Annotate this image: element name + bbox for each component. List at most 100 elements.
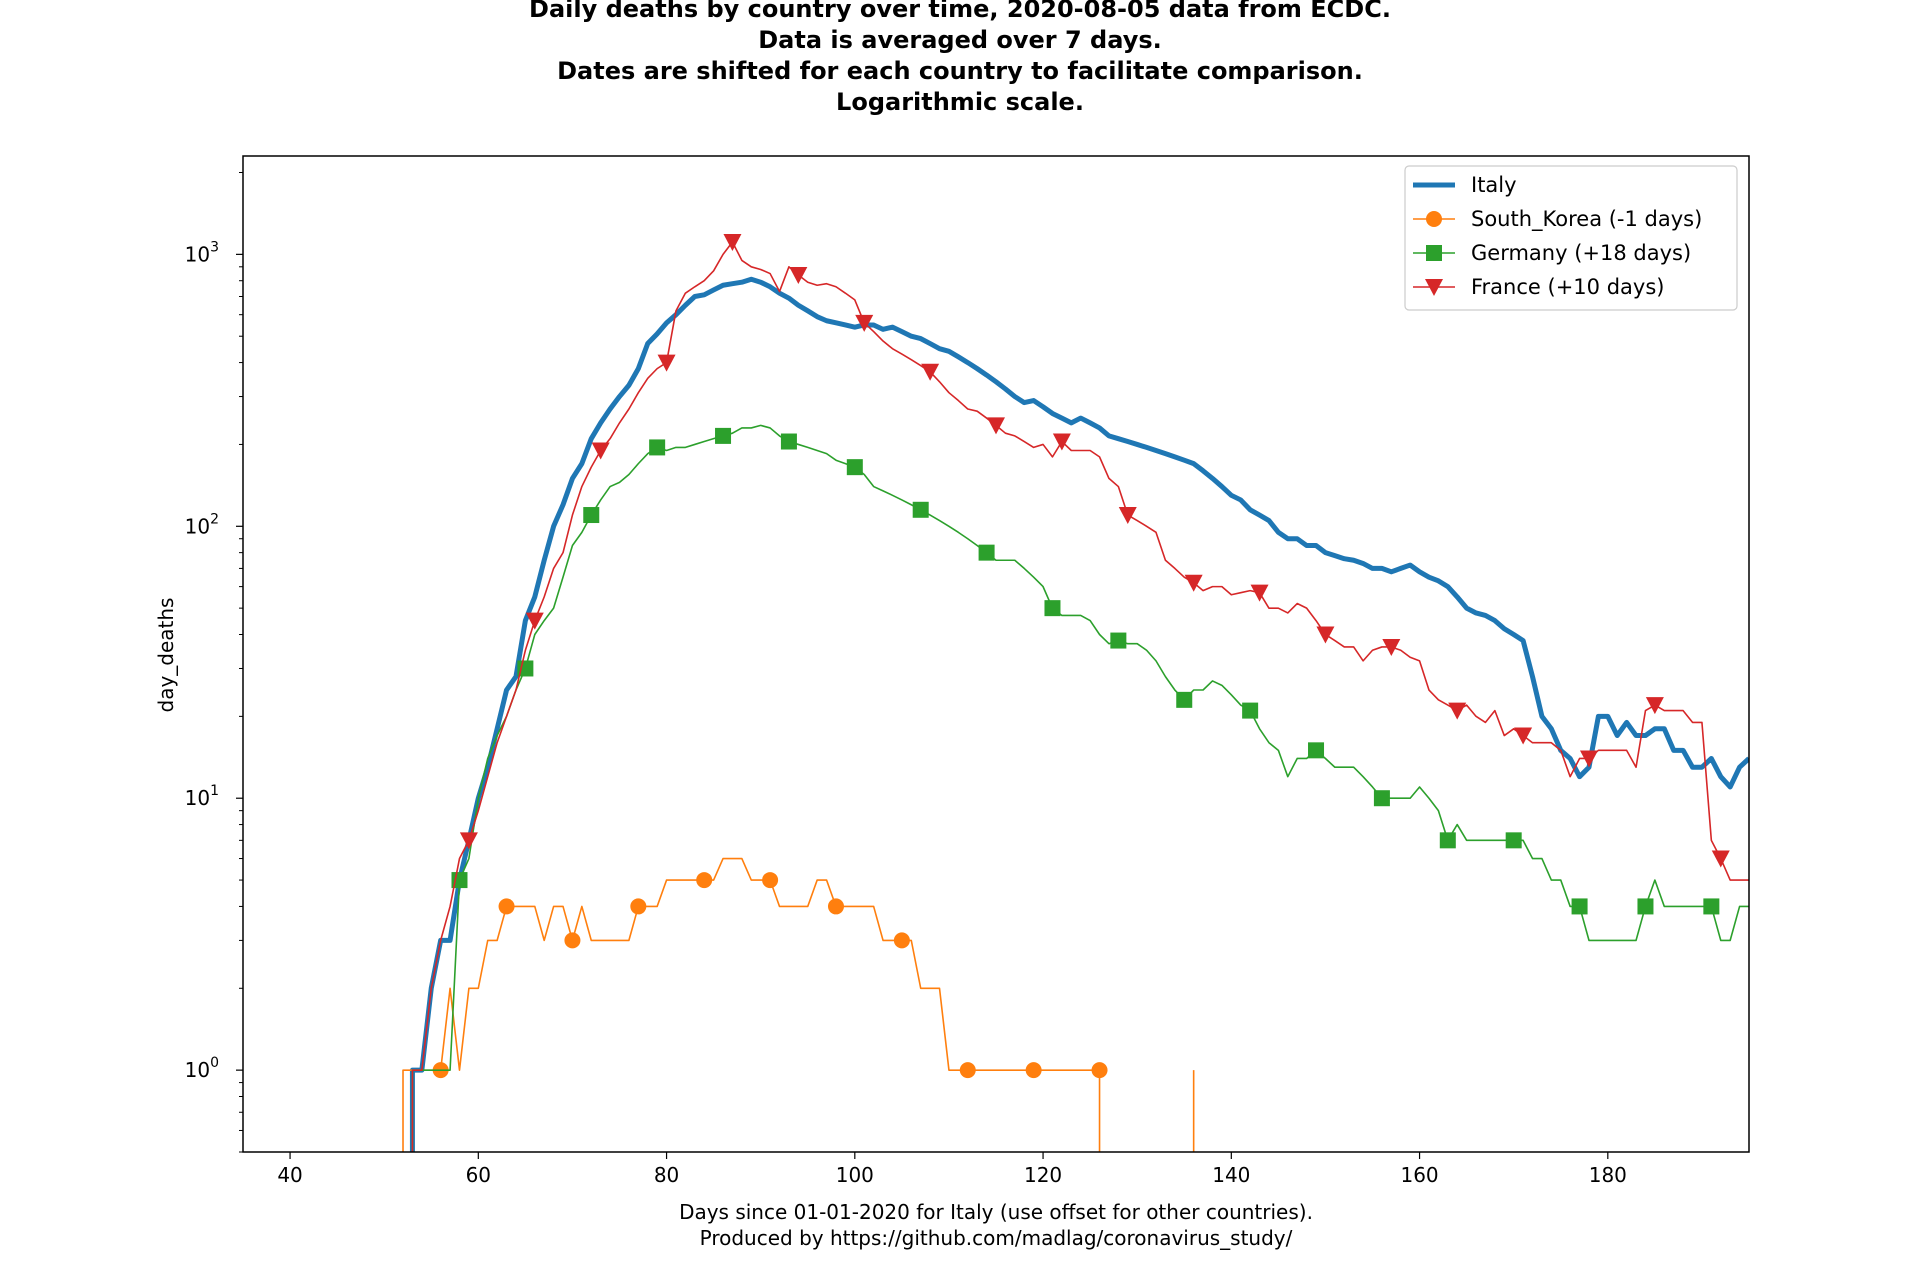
series-marker [1091,1062,1108,1079]
y-tick-label: 100 [185,1055,219,1082]
series-marker [921,363,940,381]
series-marker [696,872,713,889]
x-axis-label-line-1: Days since 01-01-2020 for Italy (use off… [679,1200,1313,1224]
legend-label: Italy [1471,173,1517,197]
series-marker [987,417,1005,435]
title-line-4: Logarithmic scale. [836,88,1084,116]
x-tick-label: 140 [1212,1163,1250,1187]
series-marker [1505,832,1522,849]
legend: Italy South_Korea (-1 days) Germany (+18 d… [1404,165,1738,311]
series-marker [1448,702,1467,720]
x-tick-label: 160 [1400,1163,1438,1187]
series-line [409,276,1749,1152]
series-marker [1044,600,1061,617]
series-marker [827,898,844,915]
series-marker [789,266,808,284]
y-tick-base: 10 [185,242,210,266]
series-marker [1579,750,1598,768]
series-marker [912,501,929,518]
y-tick-label: 101 [185,783,219,810]
series-marker [846,459,863,476]
y-axis-label: day_deaths [154,598,178,713]
legend-swatch-marker [1426,245,1442,261]
series-1 [402,857,1195,1152]
series-2 [411,424,1749,1152]
title-line-1: Daily deaths by country over time, 2020-… [529,0,1391,23]
x-axis-label-line-2: Produced by https://github.com/madlag/co… [700,1226,1293,1250]
y-tick-exponent: 1 [210,783,219,799]
series-marker [1373,790,1390,807]
series-marker [978,544,995,561]
series-marker [1637,898,1654,915]
series-marker [1118,507,1137,525]
y-tick-base: 10 [185,514,210,538]
legend-label: France (+10 days) [1471,275,1664,299]
series-marker [723,234,742,252]
series-0 [409,276,1749,1152]
x-tick-label: 80 [654,1163,679,1187]
series-marker [1250,584,1269,602]
series-marker [855,314,874,332]
legend-label: Germany (+18 days) [1471,241,1691,265]
chart-title: Daily deaths by country over time, 2020-… [0,0,1920,118]
y-tick-label: 102 [185,511,219,538]
series-marker [1439,832,1456,849]
series-layer [402,234,1749,1152]
y-tick-exponent: 3 [210,239,219,255]
series-marker [762,872,779,889]
legend-label: South_Korea (-1 days) [1471,207,1702,232]
series-marker [525,612,544,630]
title-line-3: Dates are shifted for each country to fa… [557,57,1363,85]
series-marker [1571,898,1588,915]
series-marker [1176,691,1193,708]
legend-swatch-marker [1425,279,1443,296]
series-marker [1308,742,1325,759]
series-marker [1025,1062,1042,1079]
series-marker [591,442,610,460]
series-line [402,857,1101,1152]
plot-frame [242,155,1750,1153]
series-marker [715,427,732,444]
series-3 [411,234,1749,1152]
y-tick-exponent: 2 [210,511,219,527]
legend-item: Italy [1413,173,1517,197]
x-tick-label: 100 [836,1163,874,1187]
x-tick-label: 60 [466,1163,491,1187]
y-tick-exponent: 0 [210,1055,219,1071]
series-marker [780,433,797,450]
y-tick-label: 103 [185,239,219,266]
series-marker [1316,626,1335,644]
legend-item: Germany (+18 days) [1413,241,1691,265]
legend-box [1404,165,1738,311]
y-tick-base: 10 [185,786,210,810]
series-marker [657,354,676,372]
series-marker [959,1062,976,1079]
series-marker [1184,574,1203,592]
series-marker [1514,727,1533,745]
legend-item: France (+10 days) [1413,275,1664,299]
series-marker [1052,433,1071,451]
series-marker [564,932,581,949]
series-marker [1645,697,1664,715]
x-tick-label: 120 [1024,1163,1062,1187]
x-tick-label: 40 [277,1163,302,1187]
series-marker [893,932,910,949]
series-marker [1703,898,1720,915]
legend-swatch-marker [1426,211,1442,227]
series-marker [1110,632,1127,649]
series-marker [459,832,478,850]
legend-item: South_Korea (-1 days) [1413,207,1702,232]
series-marker [630,898,647,915]
x-tick-label: 180 [1589,1163,1627,1187]
series-marker [583,507,600,524]
series-marker [649,439,666,456]
y-tick-base: 10 [185,1058,210,1082]
series-marker [1242,702,1259,719]
title-line-2: Data is averaged over 7 days. [758,26,1162,54]
series-line [411,424,1749,1152]
series-marker [1711,850,1730,868]
series-marker [498,898,515,915]
